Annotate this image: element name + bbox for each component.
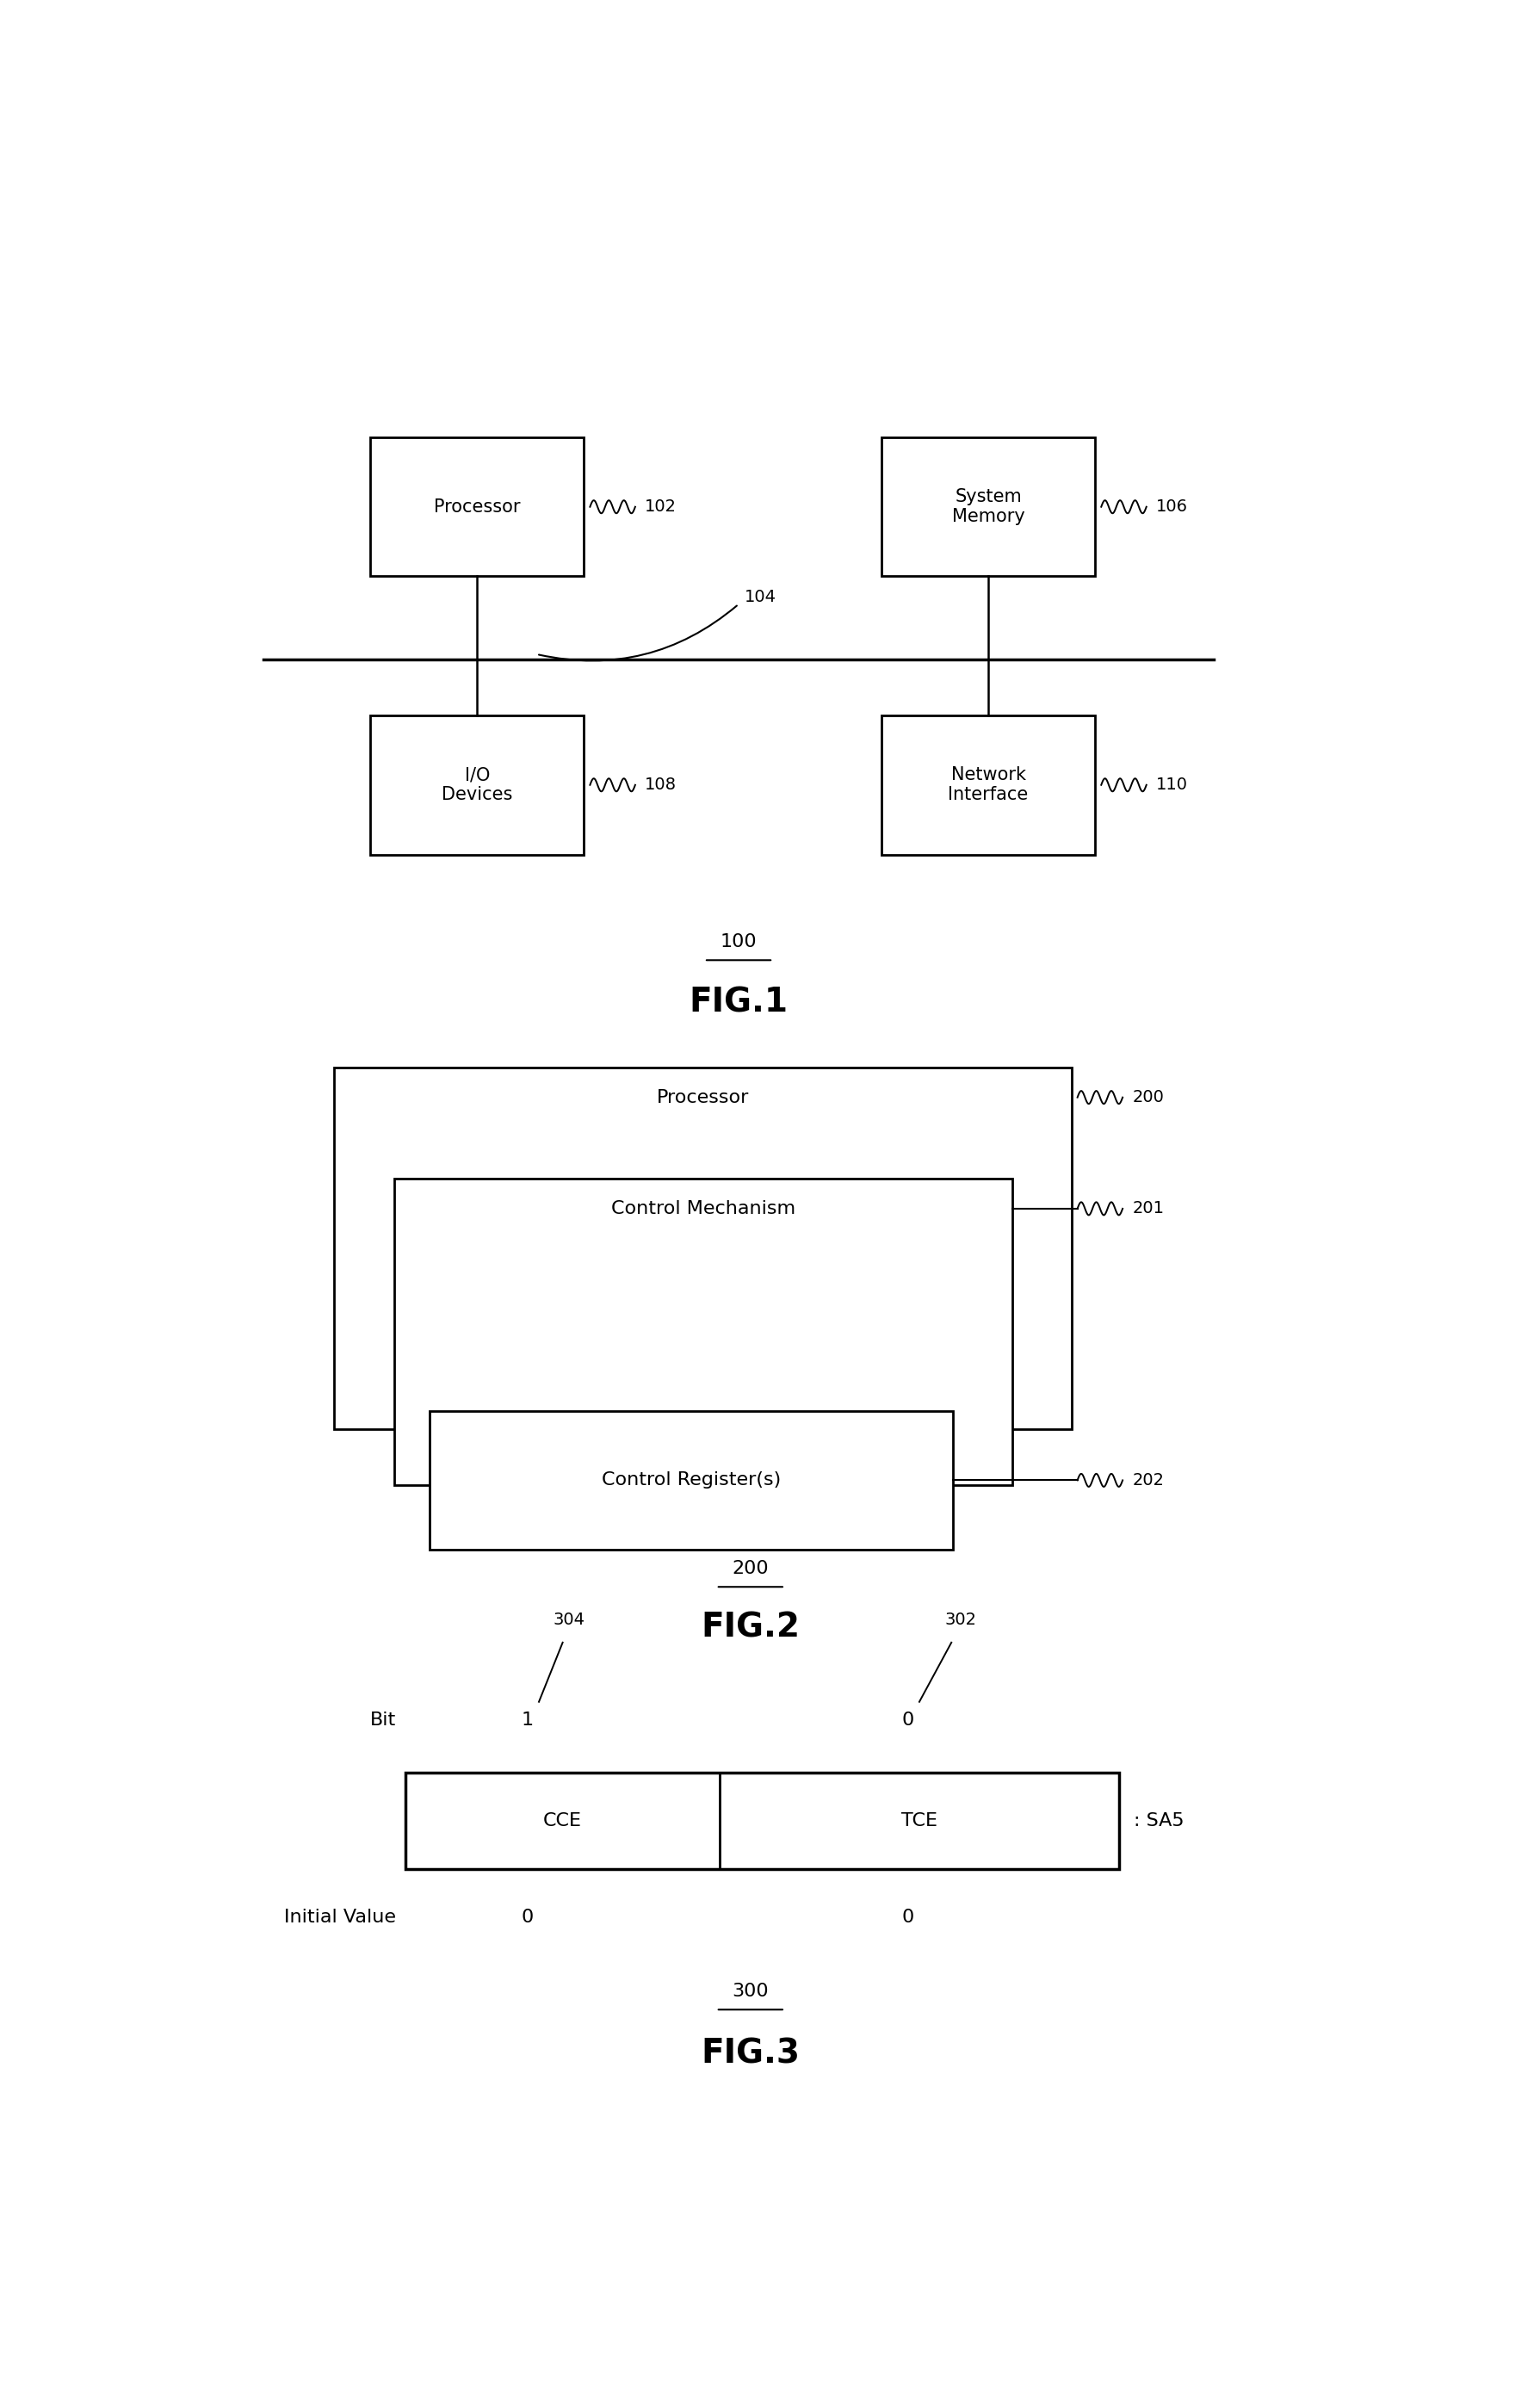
Text: 100: 100 — [721, 932, 756, 951]
Text: 110: 110 — [1157, 778, 1187, 792]
Bar — [370, 438, 584, 576]
Bar — [405, 1772, 1120, 1869]
Text: 300: 300 — [732, 1982, 769, 1999]
Text: 201: 201 — [1132, 1202, 1164, 1216]
Text: System
Memory: System Memory — [951, 489, 1025, 525]
Text: 106: 106 — [1157, 498, 1187, 515]
Text: 302: 302 — [945, 1611, 977, 1628]
Text: 108: 108 — [644, 778, 676, 792]
Text: 104: 104 — [744, 588, 776, 604]
Text: Initial Value: Initial Value — [284, 1907, 396, 1926]
Text: Network
Interface: Network Interface — [948, 766, 1028, 804]
Text: 200: 200 — [732, 1560, 769, 1577]
Text: FIG.1: FIG.1 — [689, 987, 788, 1019]
Text: 102: 102 — [644, 498, 676, 515]
Text: Processor: Processor — [657, 1088, 749, 1105]
Bar — [430, 1411, 953, 1551]
Text: 202: 202 — [1132, 1471, 1164, 1488]
Text: Control Register(s): Control Register(s) — [601, 1471, 781, 1488]
Text: I/O
Devices: I/O Devices — [442, 766, 512, 804]
Text: Bit: Bit — [370, 1712, 396, 1729]
Text: 304: 304 — [552, 1611, 584, 1628]
Bar — [881, 715, 1095, 855]
Text: 200: 200 — [1132, 1088, 1164, 1105]
Text: Processor: Processor — [434, 498, 520, 515]
Bar — [334, 1067, 1071, 1430]
Text: 0: 0 — [902, 1712, 914, 1729]
Text: 0: 0 — [522, 1907, 534, 1926]
Text: FIG.3: FIG.3 — [701, 2037, 801, 2071]
Text: TCE: TCE — [902, 1811, 937, 1830]
Text: 0: 0 — [902, 1907, 914, 1926]
Bar — [370, 715, 584, 855]
Text: CCE: CCE — [543, 1811, 581, 1830]
Bar — [394, 1180, 1012, 1486]
Bar — [881, 438, 1095, 576]
Text: FIG.2: FIG.2 — [701, 1611, 801, 1645]
Text: 1: 1 — [522, 1712, 534, 1729]
Text: Control Mechanism: Control Mechanism — [611, 1199, 795, 1216]
Text: : SA5: : SA5 — [1134, 1811, 1184, 1830]
